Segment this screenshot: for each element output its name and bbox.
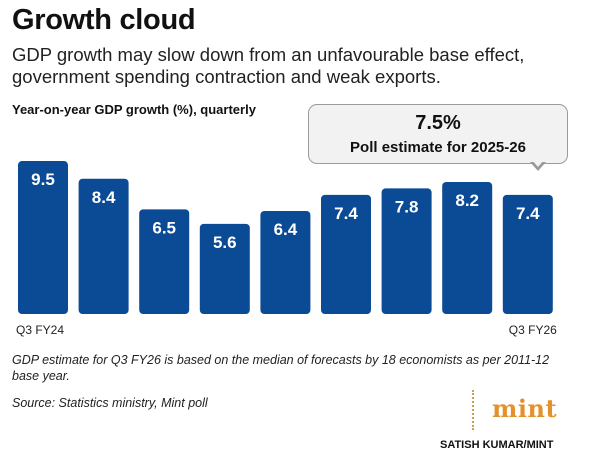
footnote: GDP estimate for Q3 FY26 is based on the… xyxy=(12,353,550,383)
bar-value-label-4: 6.4 xyxy=(274,220,298,239)
chart-subtitle: GDP growth may slow down from an unfavou… xyxy=(12,44,525,87)
bar-value-label-1: 8.4 xyxy=(92,188,116,207)
callout-pointer xyxy=(530,160,546,171)
mint-logo: mint xyxy=(492,394,558,423)
bar-7 xyxy=(442,181,493,314)
poll-estimate-value: 7.5% xyxy=(415,112,461,134)
bar-value-label-8: 7.4 xyxy=(516,204,540,223)
bar-0 xyxy=(18,161,68,314)
bar-value-label-3: 5.6 xyxy=(213,233,237,252)
bar-value-label-5: 7.4 xyxy=(334,204,358,223)
bar-2 xyxy=(139,209,190,314)
logo-divider xyxy=(472,390,580,430)
bar-4 xyxy=(260,210,311,314)
bar-value-label-2: 6.5 xyxy=(152,218,176,237)
y-axis-label: Year-on-year GDP growth (%), quarterly xyxy=(12,102,256,117)
bar-value-label-6: 7.8 xyxy=(395,197,419,216)
x-tick-label-0: Q3 FY24 xyxy=(16,323,64,337)
bar-6 xyxy=(381,188,432,314)
x-tick-label-8: Q3 FY26 xyxy=(509,323,557,337)
bar-1 xyxy=(78,178,129,314)
bar-5 xyxy=(321,194,371,314)
bar-3 xyxy=(199,223,250,314)
bar-value-label-0: 9.5 xyxy=(31,170,55,189)
graphic-credit: SATISH KUMAR/MINT xyxy=(440,439,554,451)
bar-value-label-7: 8.2 xyxy=(455,191,479,210)
poll-estimate-callout: 7.5% Poll estimate for 2025-26 xyxy=(308,104,568,164)
chart-title: Growth cloud xyxy=(12,4,196,36)
bar-chart: 9.5 Q3 FY24 8.4 6.5 5.6 6.4 7.4 7.8 8.2 7.4 Q3 FY2… xyxy=(16,161,557,337)
source-note: Source: Statistics ministry, Mint poll xyxy=(12,396,208,410)
bar-8 xyxy=(502,194,553,314)
poll-estimate-label: Poll estimate for 2025-26 xyxy=(350,139,526,156)
